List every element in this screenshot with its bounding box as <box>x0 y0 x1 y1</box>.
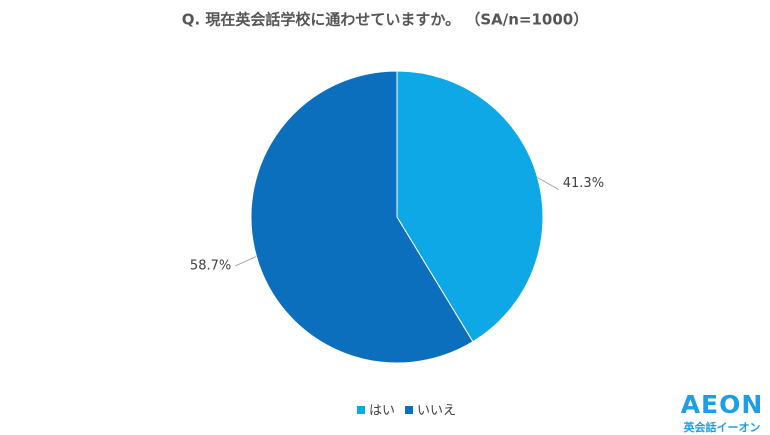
legend-swatch <box>357 406 365 414</box>
pie-slice <box>250 70 474 364</box>
leader-line <box>235 255 257 267</box>
logo-brand: AEON <box>681 390 764 419</box>
legend-label: いいえ <box>417 404 456 419</box>
legend-label: はい <box>369 404 395 419</box>
leader-line <box>537 177 560 191</box>
data-label: 41.3% <box>563 176 604 191</box>
data-label: 58.7% <box>190 258 231 273</box>
legend-swatch <box>405 406 414 414</box>
logo-tagline: 英会話イーオン <box>683 420 761 434</box>
chart-title: Q. 現在英会話学校に通わせていますか。 （SA/n=1000） <box>182 11 588 29</box>
